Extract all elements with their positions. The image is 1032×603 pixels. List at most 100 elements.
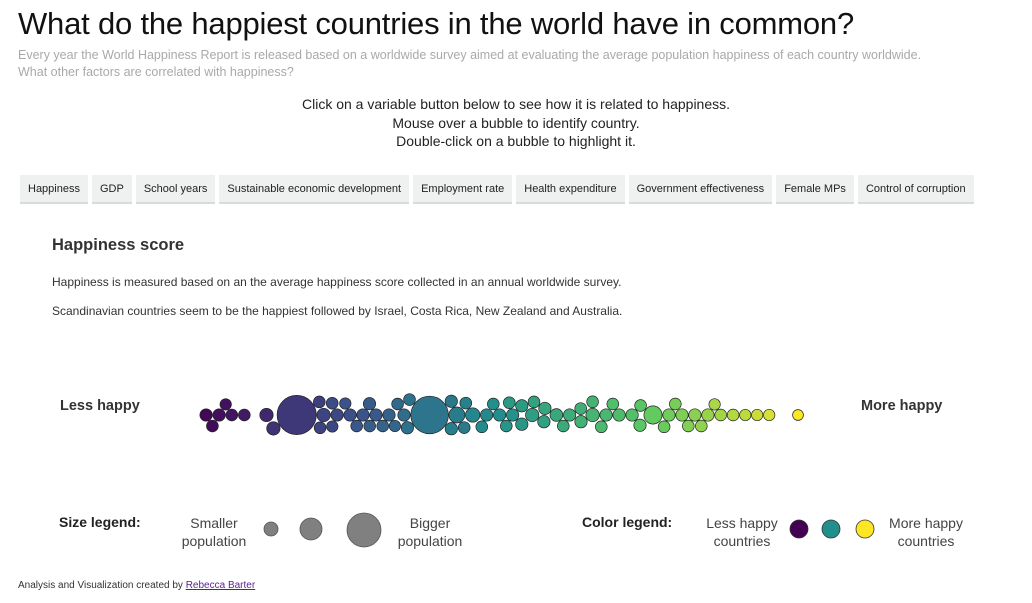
country-bubble-58[interactable] [612, 408, 626, 422]
country-bubble-8[interactable] [266, 421, 281, 436]
country-bubble-42[interactable] [515, 417, 529, 431]
country-bubble-37[interactable] [475, 420, 489, 434]
country-bubble-36[interactable] [480, 408, 494, 422]
country-bubble-4[interactable] [219, 398, 232, 411]
country-bubble-64[interactable] [657, 420, 671, 434]
country-bubble-46[interactable] [537, 415, 551, 429]
country-bubble-21[interactable] [363, 419, 376, 433]
sustainable-economic-development-button[interactable]: Sustainable economic development [219, 175, 410, 204]
country-bubble-29[interactable] [400, 421, 414, 435]
footer-credit: Analysis and Visualization created by Re… [18, 580, 255, 591]
country-bubble-60[interactable] [625, 408, 639, 422]
country-bubble-50[interactable] [557, 419, 570, 433]
country-bubble-32[interactable] [448, 406, 466, 424]
country-bubble-33[interactable] [444, 422, 458, 436]
country-bubble-68[interactable] [682, 419, 695, 433]
country-bubble-28[interactable] [403, 393, 416, 406]
country-bubble-62[interactable] [633, 418, 647, 432]
country-bubble-75[interactable] [739, 408, 752, 422]
size-legend-bigger-line2: population [397, 533, 463, 549]
country-bubble-39[interactable] [487, 397, 500, 411]
country-bubble-73[interactable] [708, 398, 721, 411]
control-of-corruption-button[interactable]: Control of corruption [857, 175, 974, 204]
country-bubble-41[interactable] [500, 419, 513, 433]
country-bubble-31[interactable] [457, 421, 471, 434]
gdp-button[interactable]: GDP [91, 175, 132, 204]
country-bubble-70[interactable] [695, 419, 708, 433]
school-years-button[interactable]: School years [135, 175, 216, 204]
country-bubble-35[interactable] [465, 407, 481, 423]
country-bubble-0[interactable] [199, 408, 213, 422]
female-mps-button[interactable]: Female MPs [776, 175, 854, 204]
color-legend-less-line2: countries [713, 533, 771, 549]
country-bubble-59[interactable] [606, 397, 620, 411]
country-bubble-27[interactable] [397, 408, 411, 422]
country-bubble-49[interactable] [549, 408, 564, 422]
country-bubble-9[interactable] [313, 395, 326, 409]
country-bubble-16[interactable] [339, 397, 352, 410]
country-bubble-54[interactable] [586, 395, 599, 409]
color-legend-more-line2: countries [897, 533, 955, 549]
page-title: What do the happiest countries in the wo… [18, 6, 855, 41]
country-bubble-53[interactable] [574, 415, 588, 429]
country-bubble-23[interactable] [376, 419, 389, 433]
country-bubble-76[interactable] [751, 408, 764, 422]
variable-button-bar: Happiness GDP School years Sustainable e… [20, 175, 974, 204]
country-bubble-26[interactable] [410, 395, 449, 435]
country-bubble-22[interactable] [382, 408, 396, 422]
country-bubble-55[interactable] [585, 407, 600, 423]
country-bubble-13[interactable] [316, 407, 331, 423]
country-bubble-52[interactable] [574, 402, 587, 415]
country-bubble-5[interactable] [238, 408, 251, 422]
country-bubble-47[interactable] [527, 395, 541, 409]
country-bubble-63[interactable] [643, 405, 663, 425]
country-bubble-69[interactable] [688, 408, 702, 422]
health-expenditure-button[interactable]: Health expenditure [516, 175, 625, 204]
country-bubble-34[interactable] [459, 396, 473, 410]
country-bubble-56[interactable] [599, 408, 613, 422]
country-bubble-11[interactable] [313, 421, 327, 435]
country-bubble-17[interactable] [356, 408, 370, 422]
country-bubble-43[interactable] [503, 396, 516, 409]
government-effectiveness-button[interactable]: Government effectiveness [628, 175, 773, 204]
country-bubble-78[interactable] [792, 409, 804, 421]
country-bubble-72[interactable] [714, 408, 727, 422]
country-bubble-66[interactable] [669, 397, 682, 411]
country-bubble-77[interactable] [763, 408, 776, 422]
country-bubble-40[interactable] [506, 408, 520, 422]
country-bubble-25[interactable] [391, 397, 404, 411]
country-bubble-61[interactable] [634, 399, 647, 412]
country-bubble-14[interactable] [343, 408, 357, 422]
size-legend-title: Size legend: [59, 514, 141, 530]
country-bubble-18[interactable] [350, 419, 363, 433]
country-bubble-38[interactable] [493, 408, 507, 422]
country-bubble-30[interactable] [444, 394, 458, 408]
country-bubble-3[interactable] [225, 408, 239, 422]
color-legend-less-label: Less happy countries [698, 514, 786, 550]
color-legend-more-line1: More happy [889, 515, 963, 531]
author-link[interactable]: Rebecca Barter [185, 580, 256, 591]
section-heading: Happiness score [52, 236, 185, 254]
country-bubble-10[interactable] [326, 420, 339, 433]
country-bubble-6[interactable] [276, 395, 317, 435]
employment-rate-button[interactable]: Employment rate [413, 175, 513, 204]
country-bubble-57[interactable] [595, 420, 608, 434]
country-bubble-24[interactable] [388, 419, 401, 433]
country-bubble-2[interactable] [206, 419, 219, 433]
subtitle-line2: What other factors are correlated with h… [18, 65, 294, 79]
country-bubble-67[interactable] [675, 408, 689, 422]
country-bubble-51[interactable] [563, 408, 577, 422]
country-bubble-48[interactable] [538, 401, 552, 415]
country-bubble-7[interactable] [259, 407, 274, 423]
country-bubble-74[interactable] [726, 408, 740, 422]
country-bubble-1[interactable] [212, 408, 226, 422]
happiness-button[interactable]: Happiness [20, 175, 88, 204]
country-bubble-19[interactable] [369, 408, 383, 422]
country-bubble-12[interactable] [330, 408, 344, 422]
country-bubble-65[interactable] [662, 408, 676, 422]
country-bubble-20[interactable] [362, 397, 377, 411]
country-bubble-44[interactable] [515, 399, 529, 413]
country-bubble-45[interactable] [525, 407, 540, 423]
country-bubble-15[interactable] [325, 396, 339, 410]
country-bubble-71[interactable] [701, 408, 715, 422]
